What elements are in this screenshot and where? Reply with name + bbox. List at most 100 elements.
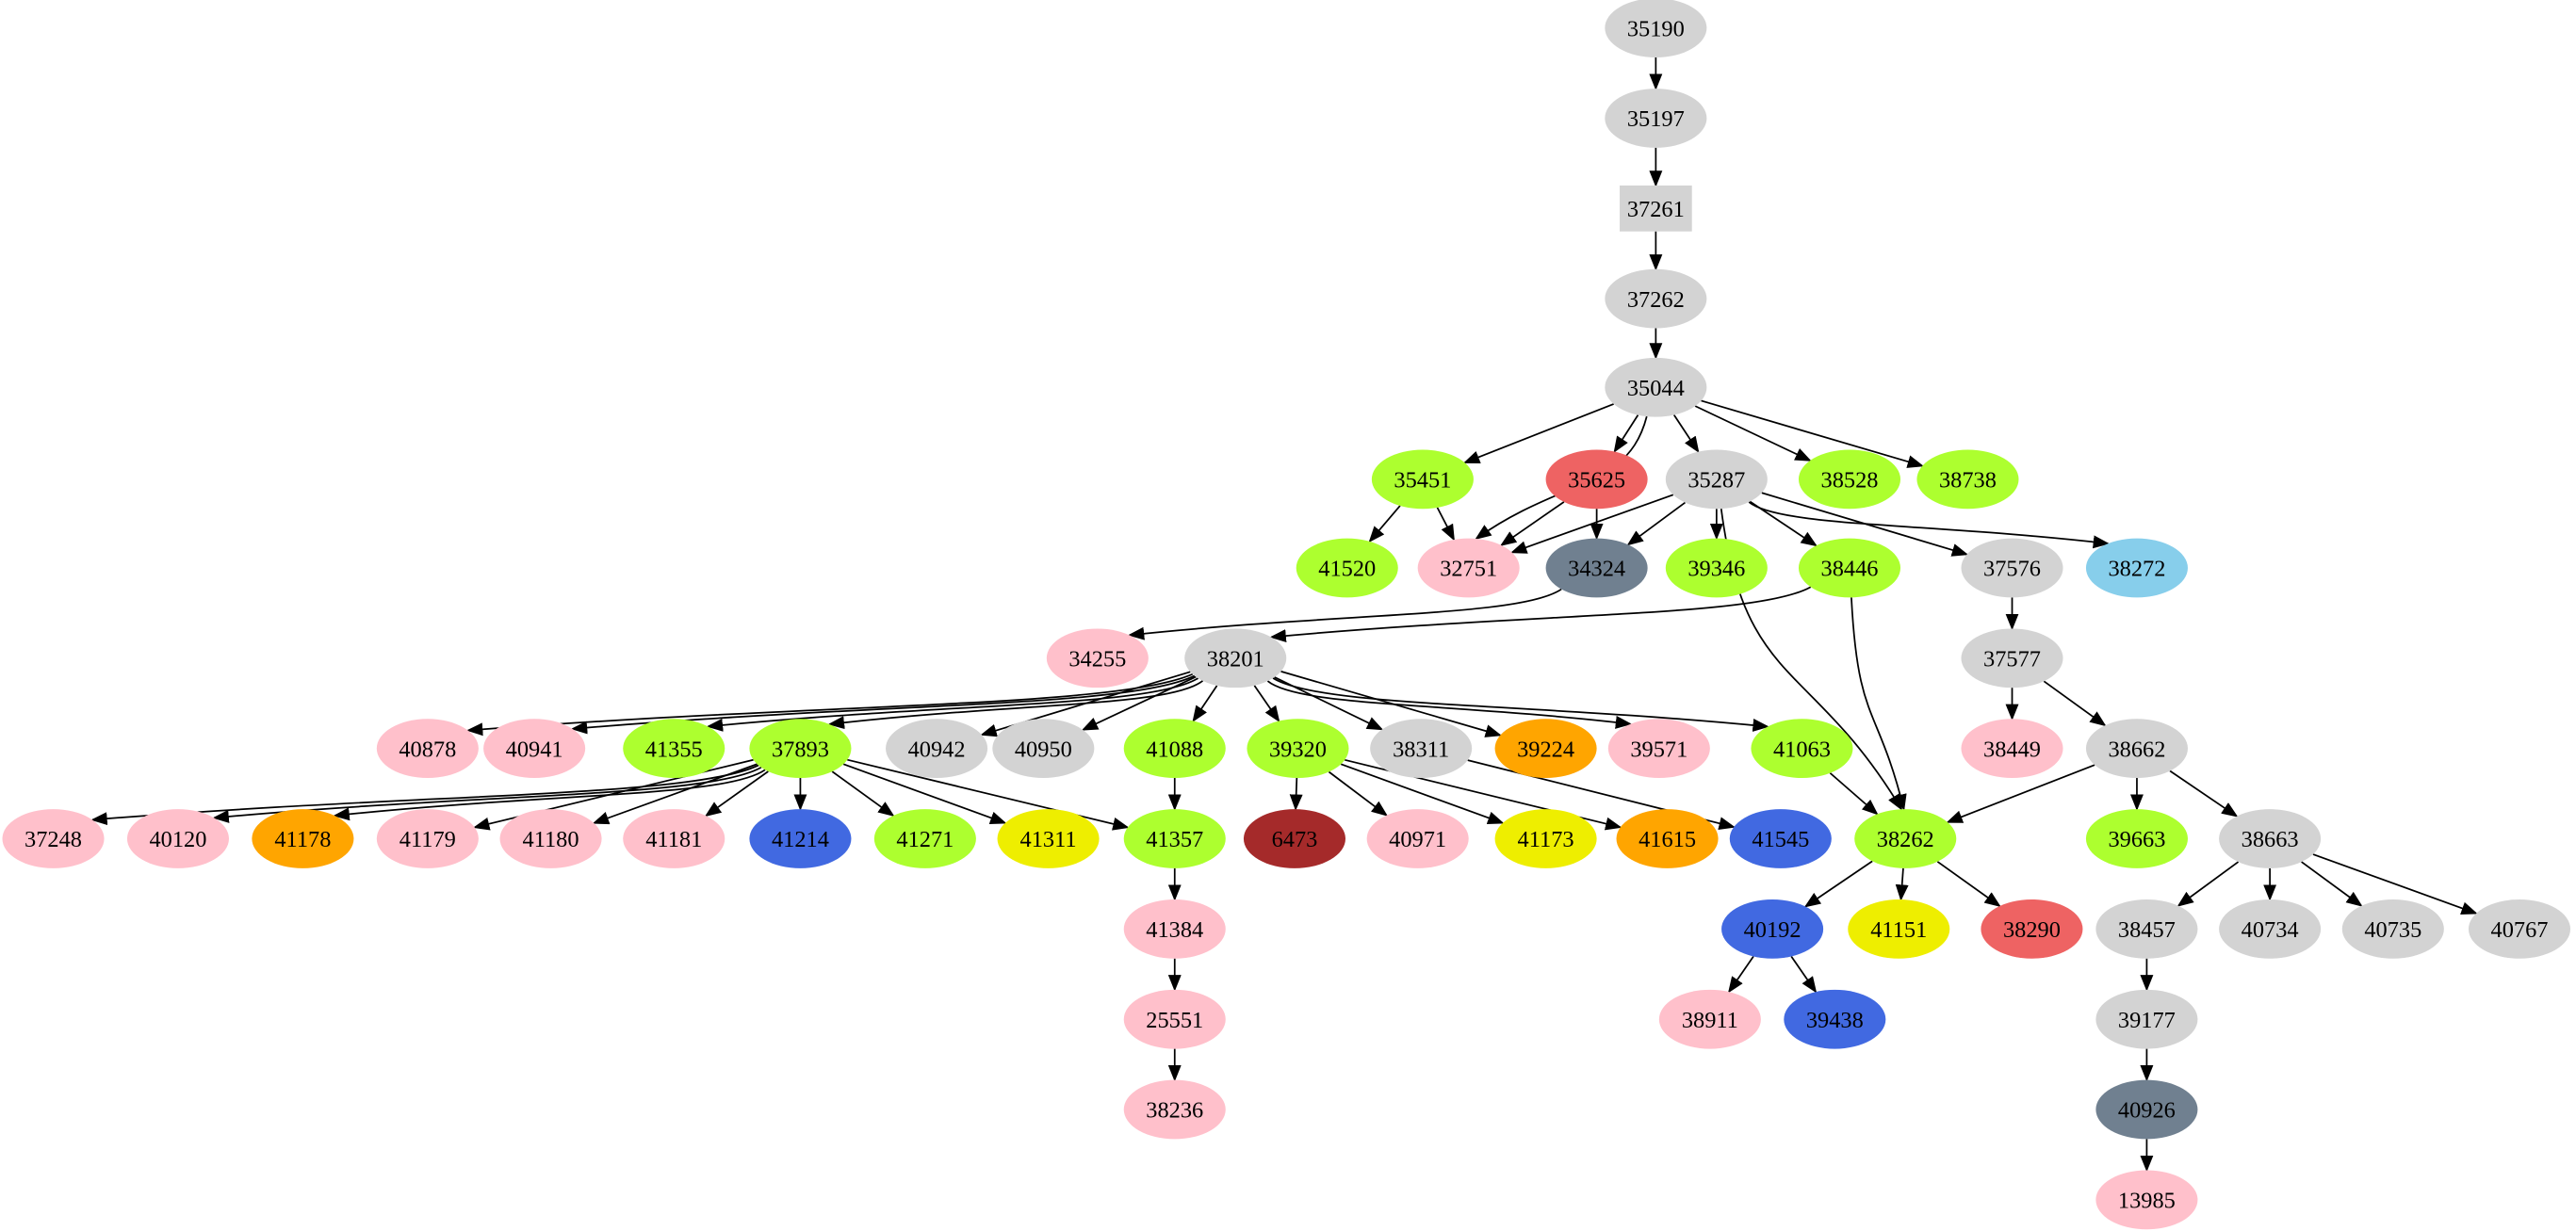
node-shape bbox=[1854, 809, 1957, 868]
node-39177: 39177 bbox=[2095, 989, 2198, 1049]
node-34324: 34324 bbox=[1545, 538, 1648, 598]
node-40950: 40950 bbox=[992, 719, 1095, 779]
edge-38201-40941 bbox=[570, 674, 1196, 735]
node-label: 38290 bbox=[2003, 917, 2061, 943]
node-shape bbox=[1605, 357, 1707, 417]
node-label: 41063 bbox=[1773, 737, 1831, 762]
node-label: 38662 bbox=[2108, 737, 2165, 762]
edge-38262-38290 bbox=[1936, 861, 2001, 908]
node-40735: 40735 bbox=[2341, 899, 2444, 959]
node-41180: 41180 bbox=[499, 809, 602, 868]
node-shape bbox=[623, 809, 726, 868]
edge-37893-41311 bbox=[842, 763, 1007, 825]
node-label: 40192 bbox=[1744, 917, 1802, 943]
node-shape bbox=[1123, 899, 1226, 959]
node-41063: 41063 bbox=[1751, 719, 1853, 779]
node-label: 38457 bbox=[2118, 917, 2176, 943]
node-label: 41179 bbox=[399, 827, 456, 852]
edge-34324-34255 bbox=[1127, 588, 1562, 640]
edge-35451-41520 bbox=[1368, 505, 1401, 543]
node-41271: 41271 bbox=[873, 809, 976, 868]
node-label: 37261 bbox=[1627, 197, 1685, 222]
node-shape bbox=[1721, 899, 1824, 959]
node-39346: 39346 bbox=[1665, 538, 1768, 598]
node-label: 13985 bbox=[2118, 1189, 2176, 1214]
edge-37893-41181 bbox=[704, 770, 769, 818]
node-label: 39663 bbox=[2108, 827, 2165, 852]
node-shape bbox=[1916, 449, 2019, 510]
node-shape bbox=[499, 809, 602, 868]
node-37248: 37248 bbox=[2, 809, 105, 868]
node-39224: 39224 bbox=[1494, 719, 1597, 779]
node-label: 40120 bbox=[149, 827, 206, 852]
node-39438: 39438 bbox=[1784, 989, 1886, 1049]
node-34255: 34255 bbox=[1046, 628, 1149, 688]
node-label: 41214 bbox=[772, 827, 829, 852]
edge-35287-34324 bbox=[1626, 501, 1686, 546]
node-shape bbox=[1366, 809, 1469, 868]
node-label: 41311 bbox=[1020, 827, 1077, 852]
edge-38201-39571 bbox=[1266, 680, 1633, 729]
edge-38662-38262 bbox=[1946, 764, 2095, 823]
node-40971: 40971 bbox=[1366, 809, 1469, 868]
node-32751: 32751 bbox=[1417, 538, 1520, 598]
node-shape bbox=[1123, 1079, 1226, 1140]
node-40878: 40878 bbox=[376, 719, 479, 779]
node-label: 35197 bbox=[1627, 106, 1685, 132]
node-shape bbox=[1123, 989, 1226, 1049]
node-shape bbox=[2095, 1079, 2198, 1140]
node-39663: 39663 bbox=[2085, 809, 2188, 868]
node-shape bbox=[1296, 538, 1398, 598]
node-label: 37262 bbox=[1627, 287, 1685, 313]
node-shape bbox=[2085, 809, 2188, 868]
node-41355: 41355 bbox=[623, 719, 726, 779]
edge-38201-41063 bbox=[1272, 677, 1769, 732]
node-38272: 38272 bbox=[2085, 538, 2188, 598]
node-shape bbox=[1620, 185, 1692, 232]
node-shape bbox=[1784, 989, 1886, 1049]
node-shape bbox=[1545, 538, 1648, 598]
node-38528: 38528 bbox=[1798, 449, 1901, 510]
node-label: 37576 bbox=[1983, 557, 2041, 582]
node-shape bbox=[997, 809, 1100, 868]
node-shape bbox=[1371, 449, 1474, 510]
edge-40192-39438 bbox=[1790, 955, 1818, 994]
node-38911: 38911 bbox=[1658, 989, 1761, 1049]
edge-38201-37893 bbox=[827, 680, 1204, 730]
edge-37577-38662 bbox=[2043, 680, 2107, 727]
node-38262: 38262 bbox=[1854, 809, 1957, 868]
node-label: 40942 bbox=[908, 737, 966, 762]
node-label: 40941 bbox=[506, 737, 563, 762]
edge-38446-38262 bbox=[1850, 597, 1907, 811]
edge-37893-37248 bbox=[90, 764, 759, 826]
node-39571: 39571 bbox=[1607, 719, 1710, 779]
node-41088: 41088 bbox=[1123, 719, 1226, 779]
node-40767: 40767 bbox=[2468, 899, 2571, 959]
node-shape bbox=[1665, 538, 1768, 598]
edge-38663-40735 bbox=[2301, 861, 2363, 907]
node-label: 38272 bbox=[2108, 557, 2165, 582]
node-35451: 35451 bbox=[1371, 449, 1474, 510]
node-label: 35451 bbox=[1394, 468, 1451, 494]
edge-38201-41088 bbox=[1192, 685, 1218, 722]
node-label: 38446 bbox=[1821, 557, 1879, 582]
node-label: 41355 bbox=[645, 737, 703, 762]
edge-38201-39320 bbox=[1253, 685, 1280, 722]
node-38449: 38449 bbox=[1961, 719, 2063, 779]
node-41151: 41151 bbox=[1848, 899, 1950, 959]
node-shape bbox=[1616, 809, 1719, 868]
node-shape bbox=[376, 719, 479, 779]
node-label: 32751 bbox=[1440, 557, 1497, 582]
edge-39320-40971 bbox=[1328, 770, 1389, 817]
edge-38663-38457 bbox=[2177, 861, 2240, 907]
edge-35044-35287 bbox=[1672, 414, 1700, 454]
edge-35044-38528 bbox=[1694, 405, 1812, 462]
node-label: 39571 bbox=[1630, 737, 1687, 762]
node-35287: 35287 bbox=[1665, 449, 1768, 510]
node-shape bbox=[992, 719, 1095, 779]
node-38290: 38290 bbox=[1981, 899, 2083, 959]
node-label: 39224 bbox=[1517, 737, 1574, 762]
node-label: 40971 bbox=[1389, 827, 1446, 852]
node-label: 38449 bbox=[1983, 737, 2041, 762]
